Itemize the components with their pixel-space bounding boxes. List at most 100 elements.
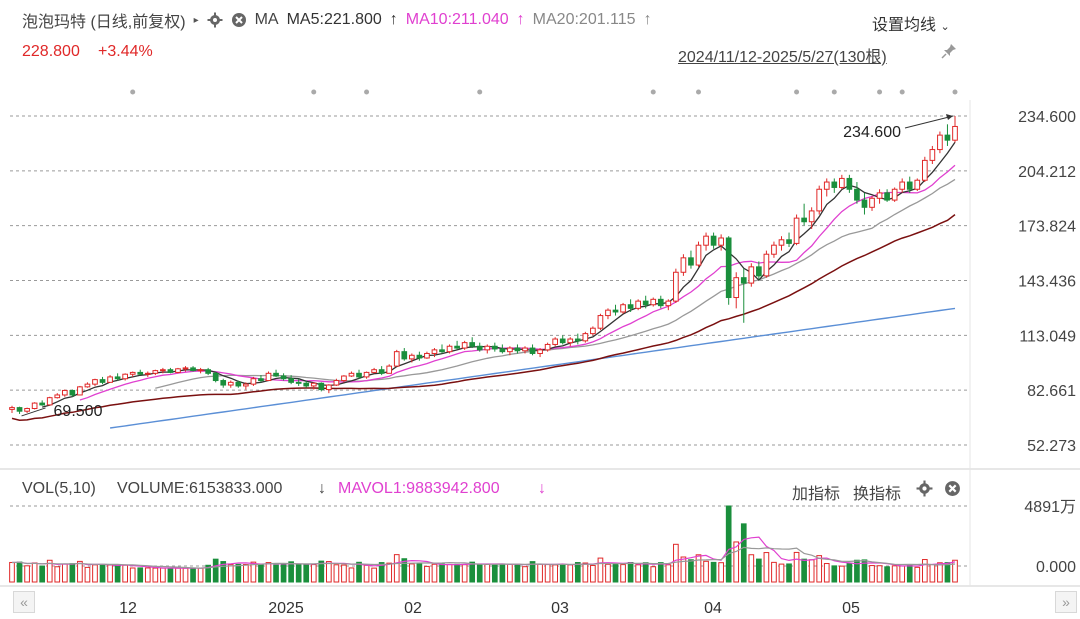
candle [439,344,445,354]
candle [265,371,272,382]
candle [54,393,61,399]
candle-body [326,384,332,391]
candle-body [921,159,928,181]
candle [363,371,370,379]
volume-close-icon[interactable] [944,480,961,502]
event-marker-icon [364,89,370,95]
candle [46,396,53,406]
candle [944,124,951,146]
candle [605,308,611,320]
candle-body [39,402,46,406]
candle [24,407,30,414]
candle-body [642,300,649,306]
candle-body [590,327,596,335]
close-circle-icon[interactable] [231,12,247,28]
x-tick-label: 12 [119,600,137,617]
event-marker-icon [794,89,800,95]
event-marker-icon [877,89,883,95]
candle [620,302,626,314]
candle [612,304,619,316]
expand-triangle-icon[interactable]: ▸ [193,14,199,26]
candle-body [250,378,257,385]
volume-bar [431,563,438,583]
date-range[interactable]: 2024/11/12-2025/5/27(130根) [678,49,887,66]
event-marker-icon [311,89,317,95]
candle [341,375,347,383]
volume-bar [212,558,219,583]
volume-bar [243,564,249,583]
candle-body [801,217,807,223]
candle-body [99,379,106,383]
candle [635,299,641,311]
candle-body [748,266,755,284]
pin-icon[interactable] [940,42,958,65]
candle-body [680,257,687,273]
volume-bar [167,567,174,583]
candle [235,380,242,388]
candle [906,176,913,193]
candle [416,351,423,361]
candle-body [891,188,898,201]
candle-body [529,347,536,354]
candle [756,261,762,280]
volume-bar [612,563,619,583]
volume-bar [748,554,755,583]
gear-icon[interactable] [207,12,223,28]
candle [831,178,838,193]
candle-body [61,389,68,396]
scroll-right-button[interactable]: » [1055,591,1077,613]
volume-bar [816,555,823,583]
volume-bar [688,559,694,583]
ma20-line [155,178,956,389]
candle [333,378,340,386]
ma-xlong-line [109,307,956,429]
candle-body [258,378,264,382]
candle [673,268,679,303]
candle-body [673,271,679,302]
volume-bar [627,562,634,583]
event-marker-icon [952,89,958,95]
candle-body [597,315,604,329]
candle-body [212,372,219,382]
ma20-arrow-up-icon: ↑ [643,11,652,28]
candle [854,182,860,204]
candle-body [507,347,513,353]
candle [77,385,83,396]
volume-bar [725,505,732,583]
volume-bar [891,565,898,583]
volume-bar [839,565,845,583]
candle [839,174,845,190]
candle-body [861,199,868,208]
volume-bar [710,561,717,583]
candle [786,232,792,248]
candle-body [808,210,815,223]
candle [114,373,121,381]
candle [371,367,377,374]
volume-bar [258,564,264,583]
indicator-name: MA [254,11,279,28]
ma-settings-dropdown[interactable]: 设置均线 ⌄ [872,11,950,35]
volume-arrow-down-icon: ↓ [318,480,326,497]
candle [921,156,928,183]
volume-bar [356,561,362,583]
volume-bar [605,563,611,583]
price-tick-label: 204.212 [1018,164,1076,181]
add-indicator-button[interactable]: 加指标 [792,486,841,503]
candle-body [552,338,559,345]
volume-bar [175,567,181,583]
volume-bar [107,564,113,583]
candle-body [31,402,38,410]
volume-bar [484,563,491,583]
scroll-left-button[interactable]: « [13,591,35,613]
candle [190,366,196,372]
candle [491,342,498,352]
volume-bar [703,560,709,583]
volume-gear-icon[interactable] [916,480,933,502]
candle [152,369,159,376]
candle-body [522,347,528,352]
high-price-label: 234.600 [843,124,901,141]
switch-indicator-button[interactable]: 换指标 [853,486,902,503]
volume-bar [46,559,53,583]
candle [507,346,513,356]
